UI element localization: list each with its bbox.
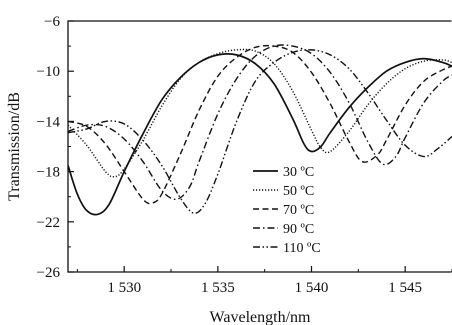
legend-label-line-50c: 50 ºC [283, 184, 314, 199]
series-line-70c [68, 44, 452, 205]
axis-frame [67, 20, 452, 273]
x-tick-label: 1 535 [201, 280, 235, 296]
y-tick-label: −22 [37, 215, 60, 231]
x-tick-label: 1 545 [388, 280, 422, 296]
x-tick-label: 1 530 [107, 280, 141, 296]
y-tick-label: −6 [44, 14, 60, 30]
y-tick-label: −10 [37, 64, 60, 80]
axes: −26 −22 −18 −14 −10 −6 1 530 1 535 1 540 1 545 [37, 14, 452, 296]
y-axis-title: Transmission/dB [6, 92, 23, 201]
legend-label-line-30c: 30 ºC [283, 165, 314, 180]
plot-area [68, 44, 452, 216]
x-axis-title: Wavelength/nm [210, 309, 311, 325]
y-tick-label: −14 [37, 114, 61, 130]
legend: 30 ºC 50 ºC 70 ºC 90 ºC 110 ºC [253, 165, 321, 256]
series-line-30c [68, 53, 452, 216]
y-tick-label: −26 [37, 265, 61, 281]
x-tick-label: 1 540 [295, 280, 329, 296]
legend-label-line-90c: 90 ºC [283, 222, 314, 237]
series-line-110c [68, 49, 452, 214]
y-tick-label: −18 [37, 165, 60, 181]
legend-label-line-110c: 110 ºC [283, 241, 321, 256]
legend-label-line-70c: 70 ºC [283, 203, 314, 218]
series-line-90c [68, 44, 452, 200]
